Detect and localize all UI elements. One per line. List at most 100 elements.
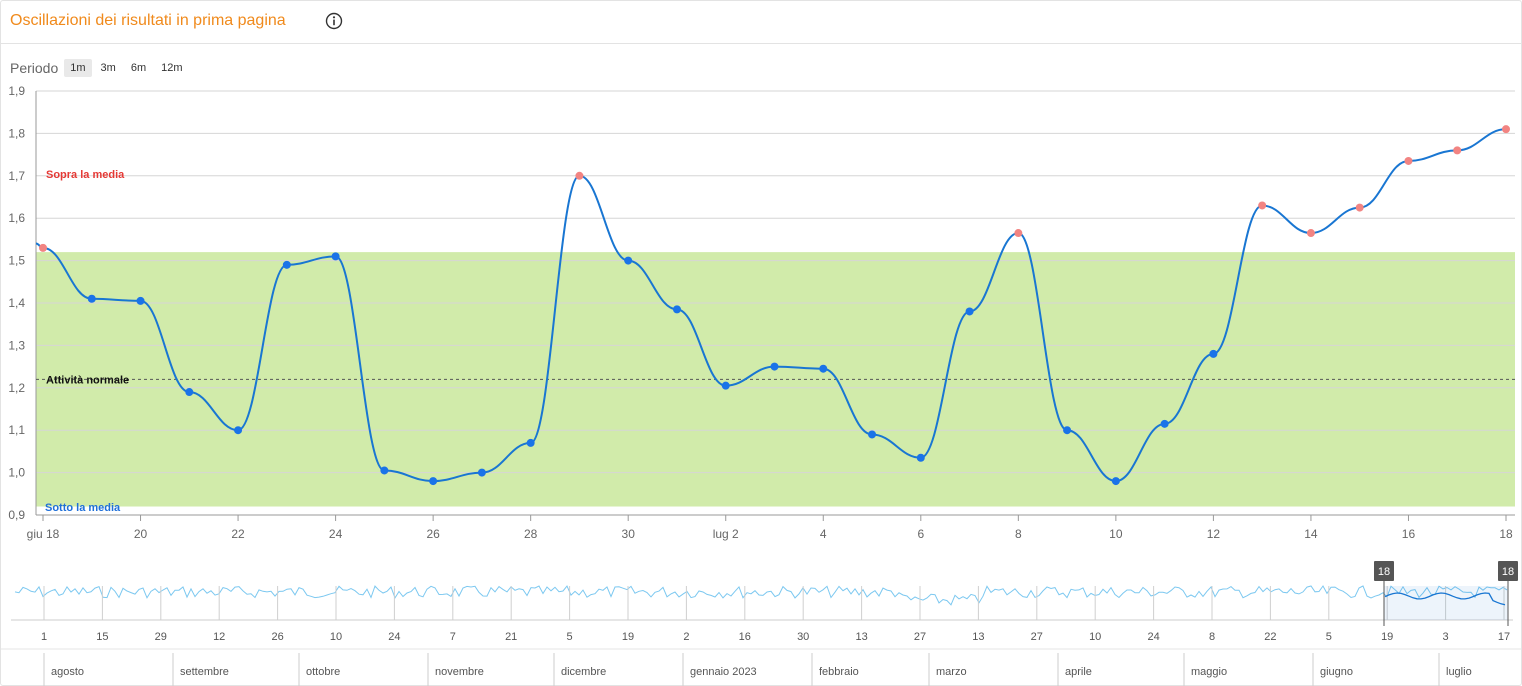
navigator-day-label: 8 (1209, 631, 1215, 643)
x-tick-label: 16 (1402, 527, 1416, 541)
navigator-day-label: 24 (1147, 631, 1159, 643)
navigator-day-label: 5 (1326, 631, 1332, 643)
data-point (282, 260, 291, 269)
data-point (1063, 426, 1072, 435)
data-point (234, 426, 243, 435)
data-point (672, 305, 681, 314)
navigator-month-label: luglio (1446, 666, 1472, 678)
navigator-month-label: giugno (1320, 666, 1353, 678)
data-point (477, 468, 486, 477)
y-tick-label: 1,8 (8, 126, 25, 140)
navigator-handle-left[interactable]: 18 (1374, 561, 1394, 626)
y-tick-label: 1,6 (8, 211, 25, 225)
navigator-day-label: 19 (1381, 631, 1393, 643)
data-point (185, 388, 194, 397)
navigator-month-label: agosto (51, 666, 84, 678)
svg-text:18: 18 (1378, 566, 1390, 578)
data-point (868, 430, 877, 439)
y-tick-label: 1,3 (8, 338, 25, 352)
navigator-day-label: 10 (1089, 631, 1101, 643)
navigator-day-label: 22 (1264, 631, 1276, 643)
navigator-day-label: 19 (622, 631, 634, 643)
y-tick-label: 1,4 (8, 296, 25, 310)
y-tick-label: 1,2 (8, 381, 25, 395)
y-tick-label: 1,5 (8, 254, 25, 268)
navigator-day-label: 7 (450, 631, 456, 643)
card-header: Oscillazioni dei risultati in prima pagi… (1, 1, 1521, 44)
x-tick-label: 8 (1015, 527, 1022, 541)
navigator-day-label: 26 (271, 631, 283, 643)
data-point-above (1404, 156, 1413, 165)
navigator-day-label: 13 (855, 631, 867, 643)
period-selector: Periodo 1m 3m 6m 12m (10, 57, 192, 79)
navigator-day-label: 21 (505, 631, 517, 643)
x-tick-label: 4 (820, 527, 827, 541)
data-point (819, 364, 828, 373)
navigator-handle-right[interactable]: 18 (1498, 561, 1518, 626)
info-icon[interactable] (325, 12, 343, 30)
navigator-day-label: 27 (1031, 631, 1043, 643)
navigator-month-label: maggio (1191, 666, 1227, 678)
period-3m-button[interactable]: 3m (94, 59, 122, 77)
y-tick-label: 1,1 (8, 423, 25, 437)
normal-activity-label: Attività normale (46, 374, 129, 386)
period-12m-button[interactable]: 12m (155, 59, 189, 77)
x-tick-label: 6 (917, 527, 924, 541)
data-point (1111, 477, 1120, 486)
navigator-day-label: 24 (388, 631, 400, 643)
x-tick-label: 22 (231, 527, 245, 541)
x-tick-label: 26 (426, 527, 440, 541)
svg-text:18: 18 (1502, 566, 1514, 578)
navigator-day-label: 10 (330, 631, 342, 643)
data-point (1160, 419, 1169, 428)
navigator-day-label: 16 (739, 631, 751, 643)
navigator-month-label: aprile (1065, 666, 1092, 678)
navigator-day-label: 29 (155, 631, 167, 643)
navigator-day-label: 27 (914, 631, 926, 643)
chart-title: Oscillazioni dei risultati in prima pagi… (10, 12, 286, 29)
data-point-above (39, 243, 47, 252)
x-tick-label: lug 2 (713, 527, 739, 541)
data-point (916, 453, 925, 462)
data-point (1209, 349, 1218, 358)
navigator-day-label: 1 (41, 631, 47, 643)
x-tick-label: 28 (524, 527, 538, 541)
navigator-day-label: 3 (1443, 631, 1449, 643)
data-point-above (1502, 125, 1510, 134)
data-point (136, 296, 145, 305)
series-line (35, 128, 1507, 483)
navigator-day-label: 12 (213, 631, 225, 643)
y-tick-label: 0,9 (8, 508, 25, 522)
x-tick-label: 24 (329, 527, 343, 541)
data-point (429, 477, 438, 486)
y-tick-label: 1,0 (8, 466, 25, 480)
data-point-above (1355, 203, 1364, 212)
x-tick-label: 12 (1207, 527, 1221, 541)
data-point (380, 466, 389, 475)
data-point-above (1258, 201, 1267, 210)
data-point-above (1453, 146, 1462, 155)
y-tick-label: 1,9 (8, 84, 25, 98)
navigator-month-label: novembre (435, 666, 484, 678)
range-navigator[interactable]: 1 15 29 12 26 10 24 7 21 5 19 2 16 30 13 27 13 27 10 24 8 22 5… (1, 556, 1521, 686)
period-label: Periodo (10, 60, 59, 76)
x-tick-label: 14 (1304, 527, 1318, 541)
navigator-month-label: marzo (936, 666, 967, 678)
navigator-day-label: 30 (797, 631, 809, 643)
period-6m-button[interactable]: 6m (124, 59, 153, 77)
x-tick-label: 18 (1499, 527, 1513, 541)
x-tick-label: 20 (134, 527, 148, 541)
navigator-day-label: 13 (972, 631, 984, 643)
x-tick-label: 10 (1109, 527, 1123, 541)
navigator-month-label: settembre (180, 666, 229, 678)
navigator-selected-range (1384, 586, 1508, 620)
navigator-day-label: 15 (96, 631, 108, 643)
below-average-label: Sotto la media (45, 502, 121, 514)
period-1m-button[interactable]: 1m (64, 59, 92, 77)
above-average-label: Sopra la media (46, 169, 125, 181)
line-chart[interactable]: 0,9 1,0 1,1 1,2 1,3 1,4 1,5 1,6 1,7 1,8 1,9 Sopra l… (1, 81, 1521, 551)
data-point-above (1014, 229, 1023, 238)
data-point (965, 307, 974, 316)
data-point (624, 256, 633, 265)
